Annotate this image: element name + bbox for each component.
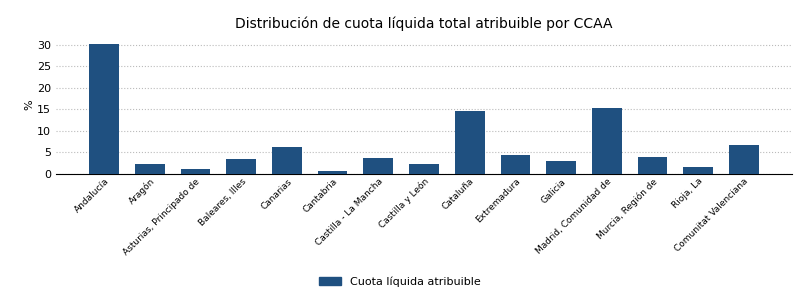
Bar (90, 44, 119, 174)
Bar (181, 169, 210, 174)
Bar (501, 154, 530, 174)
Bar (455, 111, 485, 174)
Bar (226, 159, 256, 174)
Bar (729, 145, 758, 174)
Bar (272, 147, 302, 174)
Bar (683, 167, 713, 174)
Bar (638, 157, 667, 174)
Y-axis label: %: % (24, 100, 34, 110)
Bar (409, 164, 439, 174)
Bar (592, 108, 622, 174)
Legend: Cuota líquida atribuible: Cuota líquida atribuible (314, 272, 486, 291)
Bar (135, 164, 165, 174)
Title: Distribución de cuota líquida total atribuible por CCAA: Distribución de cuota líquida total atri… (235, 16, 613, 31)
Bar (363, 158, 393, 174)
Bar (546, 161, 576, 174)
Bar (318, 171, 347, 174)
